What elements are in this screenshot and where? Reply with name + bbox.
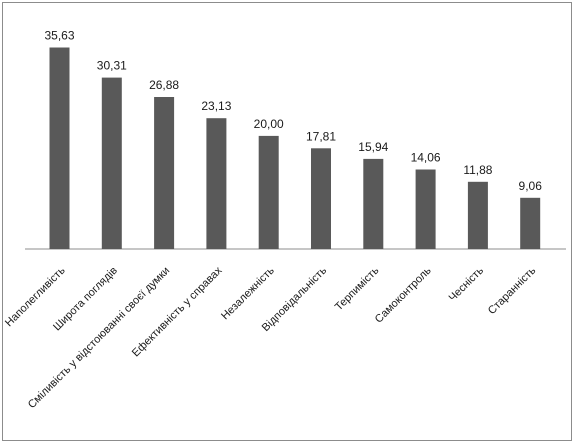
category-label: Терпимість — [333, 264, 382, 313]
bar — [101, 77, 122, 249]
category-label: Ефективність у справах — [130, 264, 225, 359]
bar — [363, 158, 384, 249]
bar-value-label: 23,13 — [201, 99, 231, 113]
bar-value-label: 30,31 — [97, 59, 127, 73]
bar — [520, 197, 541, 249]
bar — [311, 148, 331, 249]
value-labels-group: 35,63 30,31 26,88 23,13 20,00 17,81 15,94 14,06… — [44, 29, 542, 193]
category-label: Незалежність — [219, 264, 277, 322]
bar-chart: 35,63 30,31 26,88 23,13 20,00 17,81 15,94 14,06… — [3, 29, 566, 411]
bar-value-label: 9,06 — [519, 179, 543, 193]
category-label: Старанність — [486, 264, 539, 317]
bar — [415, 169, 436, 249]
bar — [258, 135, 279, 249]
bar-value-label: 20,00 — [254, 117, 284, 131]
bar — [467, 181, 488, 249]
bar-value-label: 26,88 — [149, 78, 179, 92]
category-label: Чесність — [447, 264, 487, 304]
bar — [206, 118, 227, 249]
bar-value-label: 14,06 — [411, 151, 441, 165]
bars-group — [49, 47, 541, 249]
bar-value-label: 17,81 — [306, 129, 336, 143]
bar-value-label: 11,88 — [463, 163, 492, 177]
category-label: Самоконтроль — [373, 264, 434, 325]
bar — [49, 47, 70, 249]
bar-value-label: 15,94 — [358, 140, 388, 154]
bar — [154, 97, 175, 249]
bar-value-label: 35,63 — [44, 29, 74, 43]
